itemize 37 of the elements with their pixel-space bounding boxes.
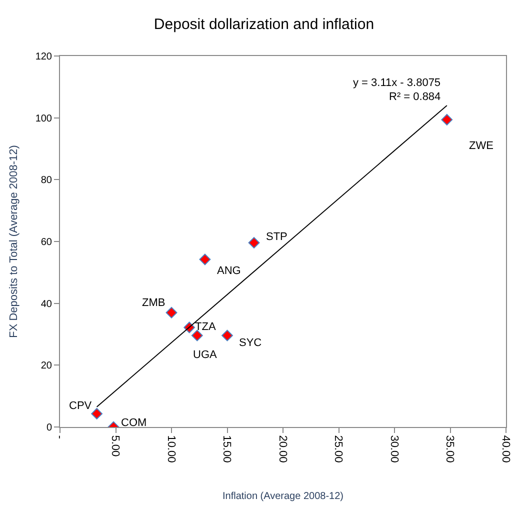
x-tick-label: 30.00 [388, 435, 400, 463]
chart-title: Deposit dollarization and inflation [154, 16, 374, 33]
y-axis-title: FX Deposits to Total (Average 2008-12) [8, 145, 20, 338]
x-axis-title: Inflation (Average 2008-12) [222, 491, 344, 502]
point [191, 330, 203, 342]
annotation: ANG [217, 265, 241, 277]
x-tick-label: 10.00 [164, 435, 177, 463]
annotation: UGA [193, 349, 218, 361]
x-tick-label: 35.00 [444, 435, 456, 463]
point [166, 306, 178, 318]
annotation: CPV [69, 400, 92, 412]
annotation: COM [121, 417, 147, 429]
annotation: R² = 0.884 [389, 91, 441, 103]
annotation: y = 3.11x - 3.8075 [353, 77, 441, 89]
y-tick-label: 40 [40, 298, 52, 310]
y-tick-label: 100 [35, 113, 52, 124]
point [199, 254, 211, 266]
x-tick-label: 40.00 [499, 435, 512, 463]
point [91, 408, 102, 420]
y-tick-label: 120 [35, 52, 52, 62]
annotation: STP [266, 231, 288, 243]
annotation: TZA [195, 321, 216, 333]
point [248, 237, 260, 248]
annotation: ZMB [142, 297, 166, 309]
y-tick-label: 80 [40, 175, 52, 186]
x-tick-label: 15.00 [220, 435, 233, 463]
y-tick-label: 20 [40, 360, 52, 372]
y-tick-label: 0 [46, 422, 52, 434]
x-tick-label: 20.00 [276, 435, 288, 463]
y-tick-label: 60 [40, 237, 52, 248]
annotation: ZWE [469, 140, 494, 152]
point [222, 330, 233, 342]
x-tick-label: 5.00 [109, 435, 122, 457]
x-tick-label: - [53, 435, 66, 440]
annotation: SYC [239, 337, 262, 349]
point [441, 114, 453, 126]
x-tick-label: 25.00 [332, 435, 344, 463]
